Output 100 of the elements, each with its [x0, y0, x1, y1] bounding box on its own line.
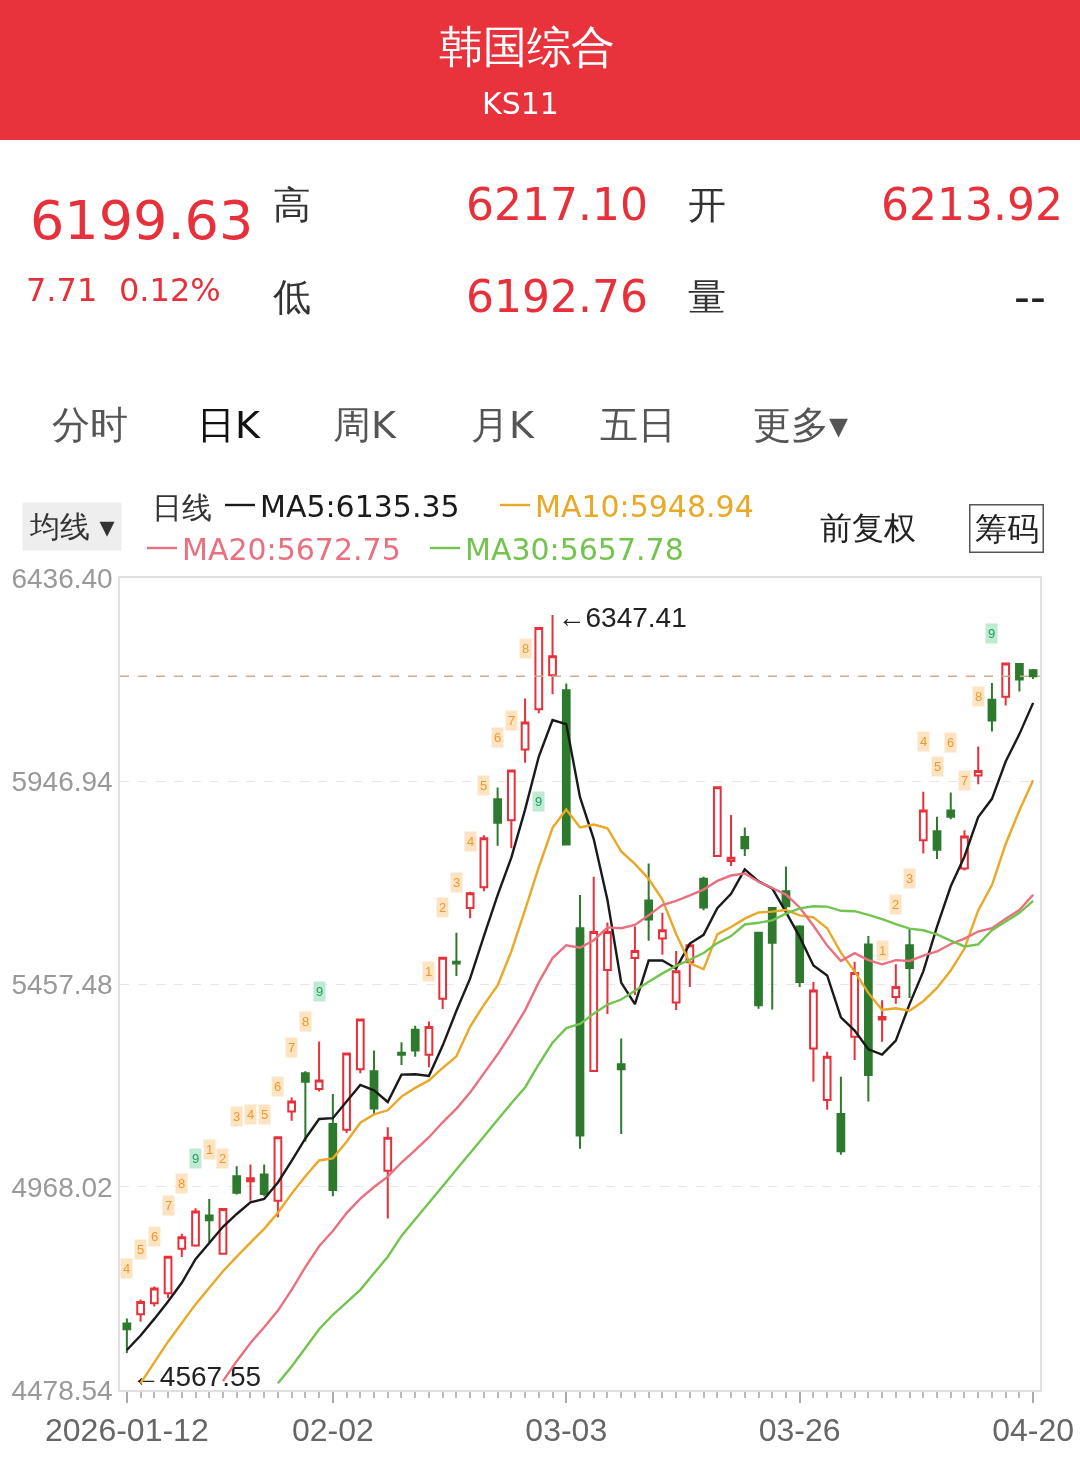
candlestick — [809, 981, 818, 1083]
legend-label: MA20:5672.75 — [182, 531, 401, 567]
candlestick — [548, 613, 557, 696]
candlestick — [877, 999, 887, 1043]
text: 更多▾ — [753, 403, 849, 447]
annotation: 3 — [906, 871, 914, 886]
annotation: 1 — [879, 943, 887, 958]
candlestick — [918, 790, 928, 855]
candlestick — [932, 815, 942, 860]
annotation: 6 — [151, 1229, 159, 1244]
candlestick — [589, 875, 599, 1072]
annotation: 1 — [206, 1142, 214, 1157]
candlestick — [397, 1041, 406, 1067]
candlestick — [122, 1317, 132, 1355]
annotation: 7 — [165, 1198, 173, 1213]
candlestick — [836, 1075, 846, 1156]
text: 日K — [197, 403, 261, 447]
line-series — [139, 778, 1035, 1385]
text: 高 — [273, 183, 311, 227]
annotation: 7 — [961, 773, 969, 788]
text: 6199.63 — [30, 189, 254, 252]
candlestick — [314, 1040, 324, 1093]
candlestick — [726, 813, 736, 867]
text: 周K — [333, 403, 397, 447]
candlestick — [259, 1163, 269, 1198]
candlestick — [287, 1096, 297, 1122]
text: 五日 — [600, 403, 676, 447]
candlestick — [506, 769, 516, 850]
candlestick — [479, 834, 489, 893]
annotation: 4 — [247, 1107, 255, 1122]
candlestick — [369, 1049, 379, 1116]
annotation: 9 — [988, 626, 996, 641]
text: 分时 — [52, 403, 128, 447]
candlestick — [355, 1018, 365, 1075]
annotation: 5 — [480, 778, 488, 793]
candlestick — [630, 925, 640, 996]
annotation: 1 — [425, 964, 433, 979]
annotation: 6 — [494, 730, 502, 745]
y-tick-label: 5946.94 — [11, 765, 113, 797]
candlestick — [987, 682, 997, 733]
annotation: 8 — [178, 1176, 186, 1191]
x-tick-label: 03-26 — [758, 1412, 841, 1449]
chart-subtitle: KS11 — [482, 86, 559, 121]
candlestick — [465, 890, 475, 920]
text: 6217.10 — [466, 179, 648, 230]
candlestick — [946, 791, 956, 821]
annotation: 5 — [934, 759, 942, 774]
annotation: 8 — [302, 1014, 310, 1029]
candlestick — [863, 935, 873, 1103]
candlestick — [342, 1051, 351, 1135]
chart-title: 韩国综合 — [439, 21, 615, 73]
annotation: 4 — [467, 834, 475, 849]
annotation: 5 — [137, 1242, 145, 1257]
annotation: ←4567.55 — [131, 1361, 262, 1393]
annotation: 8 — [975, 689, 983, 704]
candlestick — [520, 697, 530, 764]
legend-title: 日线 — [152, 490, 212, 525]
candlestick — [1028, 667, 1038, 681]
candlestick — [795, 924, 805, 989]
candlestick — [383, 1126, 393, 1220]
candlestick — [561, 682, 571, 846]
annotation: 7 — [508, 713, 516, 728]
candlestick — [177, 1232, 187, 1259]
annotation: 6 — [274, 1079, 282, 1094]
candlestick — [136, 1298, 145, 1323]
annotation: 6 — [947, 735, 955, 750]
text: 量 — [688, 275, 726, 319]
candlestick — [232, 1165, 242, 1196]
candlestick — [575, 894, 585, 1150]
candlestick — [1015, 662, 1024, 693]
text: 6192.76 — [466, 271, 648, 322]
candlestick — [191, 1207, 200, 1248]
line-series — [125, 701, 1035, 1352]
candlestick — [767, 906, 777, 1011]
candlestick — [534, 626, 544, 715]
annotation: 9 — [192, 1151, 200, 1166]
annotation: 3 — [453, 875, 461, 890]
candlestick — [438, 956, 448, 1011]
candlestick — [891, 963, 901, 1005]
text: -- — [1014, 271, 1046, 322]
candlestick — [699, 875, 708, 912]
text: 均线 ▾ — [29, 509, 115, 544]
candlestick — [493, 786, 502, 847]
x-tick-label: 02-02 — [291, 1412, 374, 1449]
text: 低 — [273, 275, 311, 319]
candlestick — [1001, 661, 1011, 707]
y-tick-label: 4478.54 — [11, 1374, 113, 1406]
annotation: 4 — [123, 1261, 131, 1276]
x-tick-label: 2026-01-12 — [45, 1412, 209, 1449]
annotation: 2 — [439, 900, 447, 915]
annotation: 2 — [892, 897, 900, 912]
text: 0.12% — [119, 271, 221, 309]
candlestick — [671, 950, 681, 1011]
candlestick — [973, 745, 983, 786]
x-tick-label: 04-20 — [992, 1412, 1075, 1449]
y-tick-label: 4968.02 — [11, 1171, 113, 1203]
candlestick — [740, 826, 750, 858]
candlestick — [905, 927, 914, 999]
candlestick — [452, 931, 461, 977]
candlestick — [149, 1285, 159, 1308]
